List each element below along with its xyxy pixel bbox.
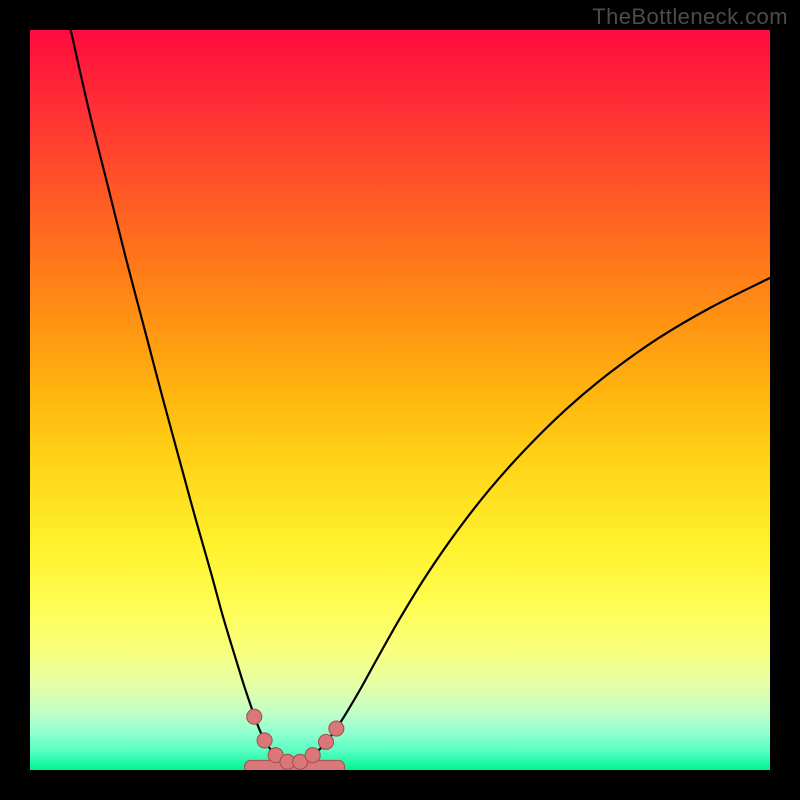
trough-marker <box>305 748 320 763</box>
trough-marker <box>257 733 272 748</box>
trough-marker <box>319 734 334 749</box>
gradient-background <box>30 30 770 770</box>
chart-svg <box>30 30 770 770</box>
watermark-text: TheBottleneck.com <box>592 4 788 30</box>
plot-area <box>30 30 770 770</box>
trough-marker <box>247 709 262 724</box>
trough-marker <box>329 721 344 736</box>
